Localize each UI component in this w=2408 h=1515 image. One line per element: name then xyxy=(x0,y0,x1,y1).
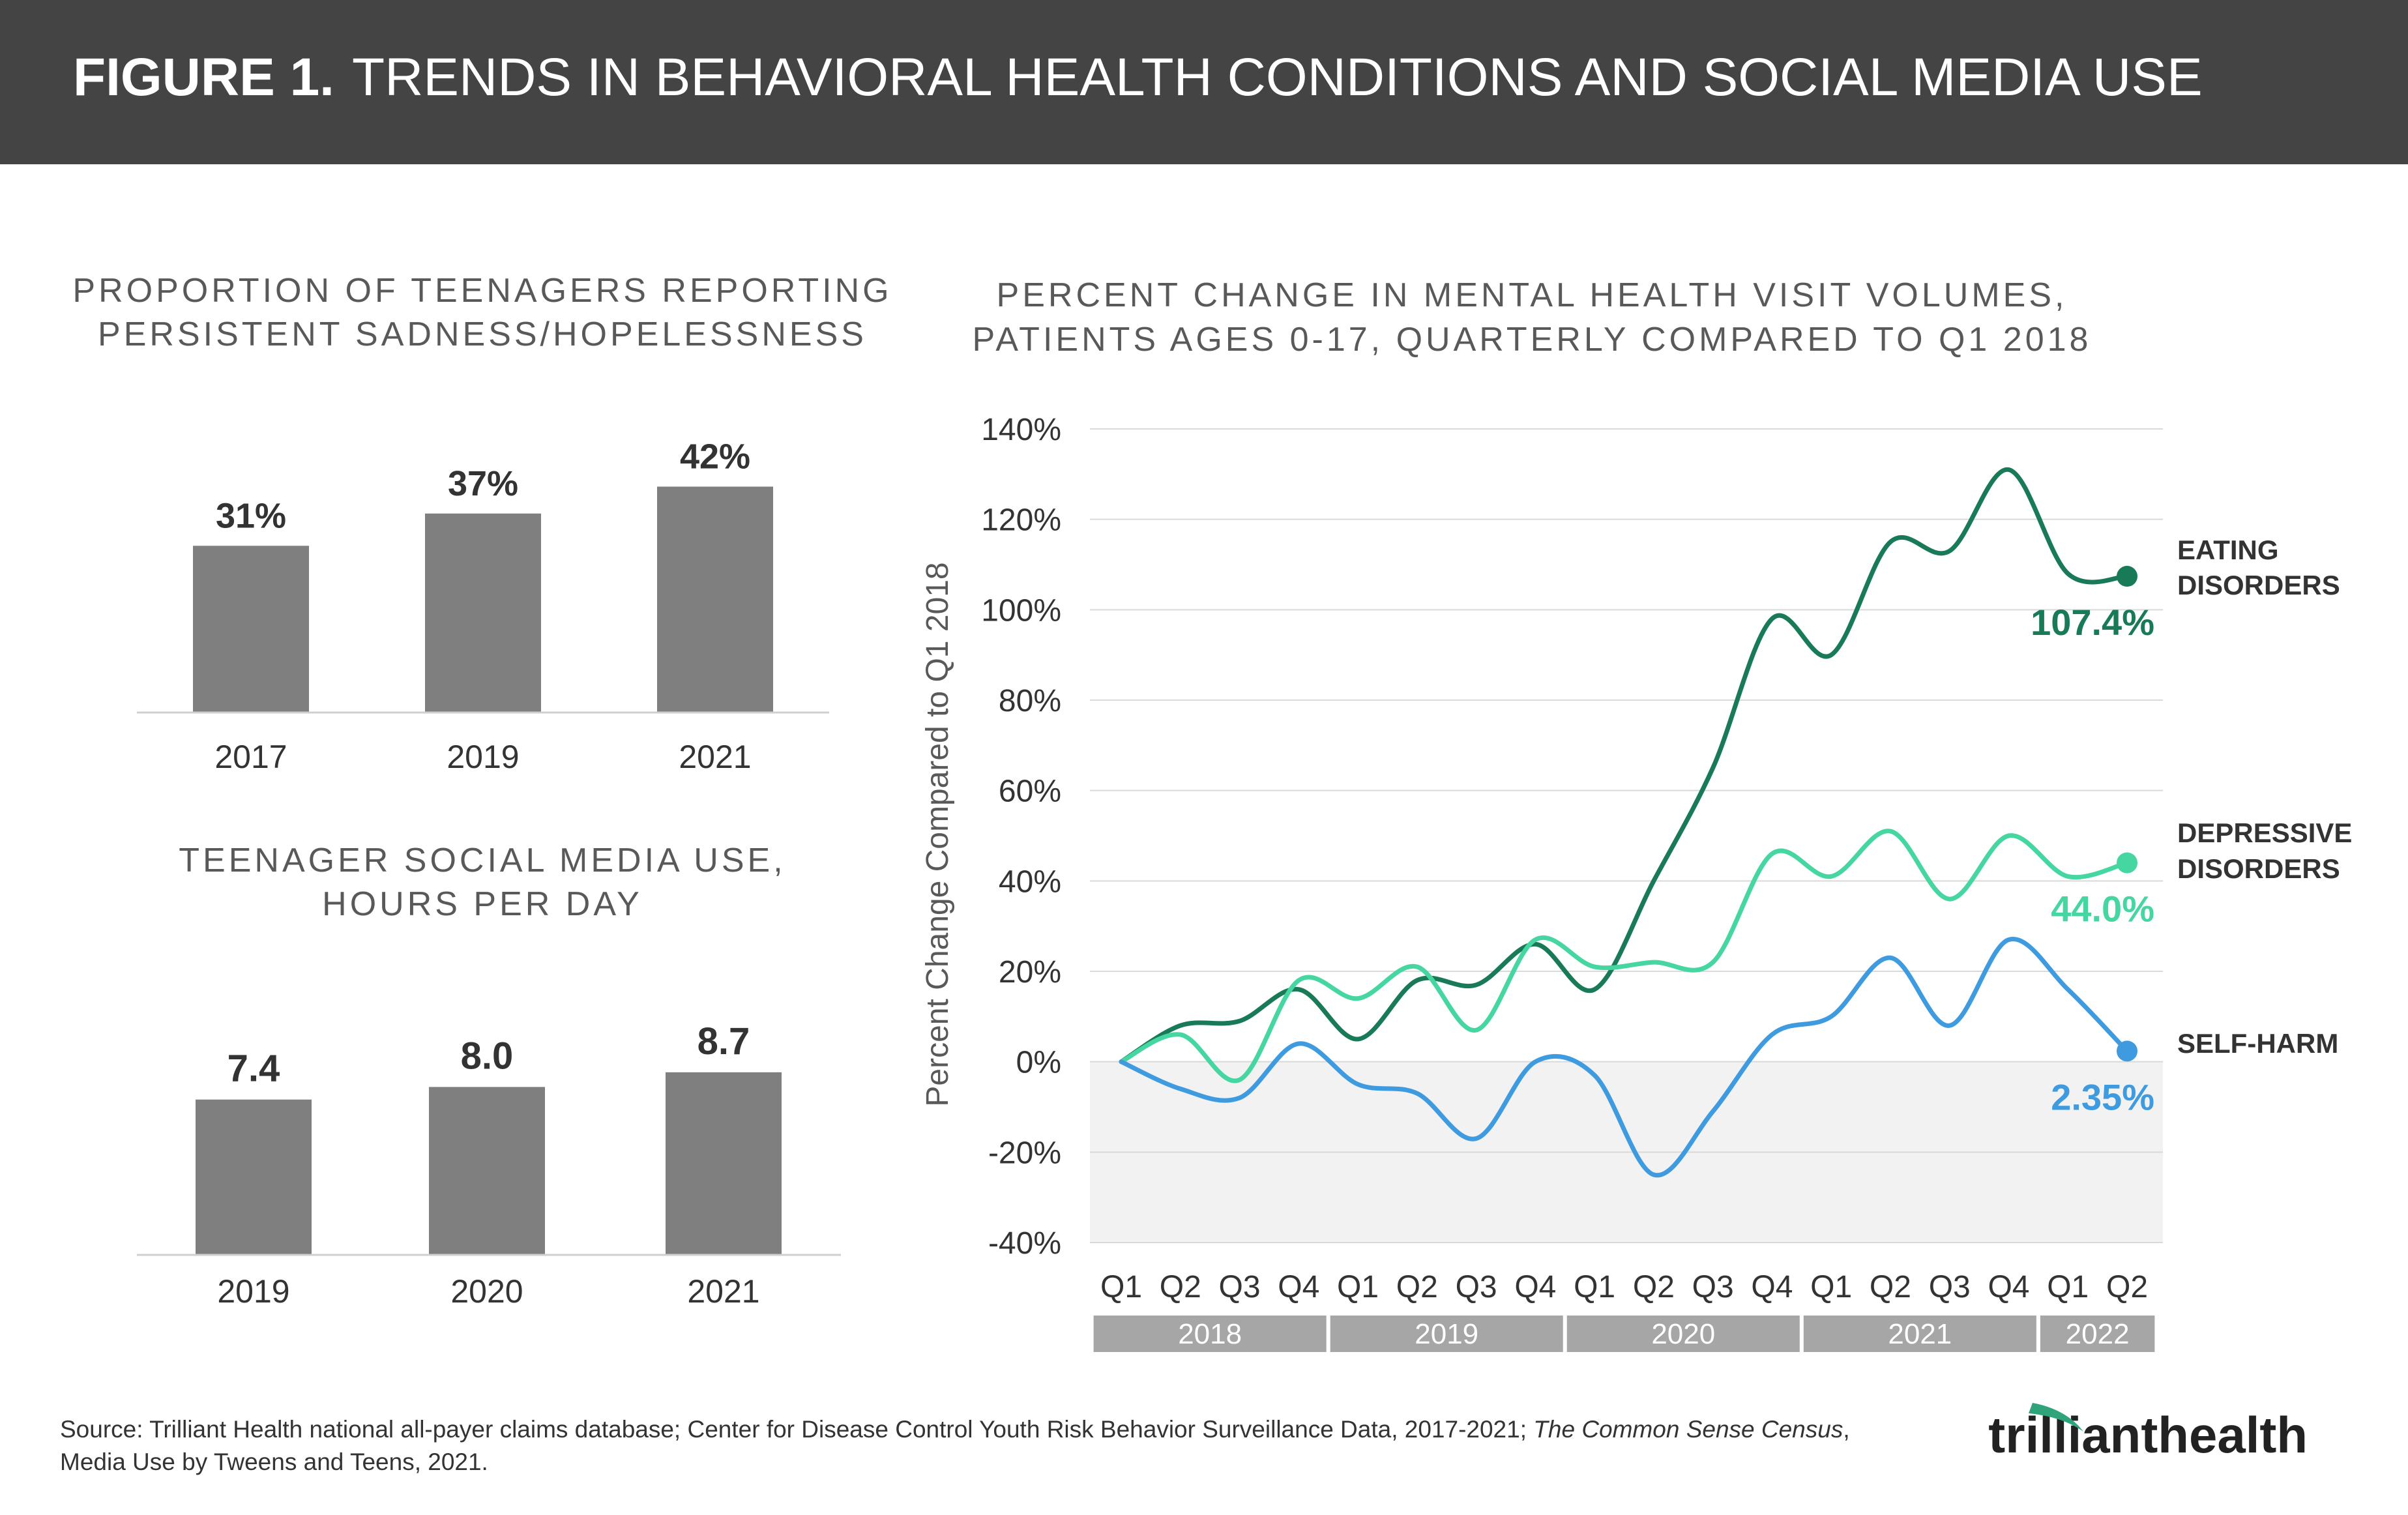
year-band-2019 xyxy=(1330,1316,1563,1352)
y-tick-label: -20% xyxy=(988,1136,1061,1170)
sadness-bar-2017 xyxy=(193,546,309,713)
depressive-series-line xyxy=(1119,829,2130,1083)
social-media-value-label: 7.4 xyxy=(228,1048,280,1090)
line-chart-title-line2: PATIENTS AGES 0-17, QUARTERLY COMPARED T… xyxy=(973,321,2092,359)
x-tick-label: Q3 xyxy=(1929,1270,1971,1304)
y-tick-label: 120% xyxy=(981,503,1061,538)
source-note-line1: Source: Trilliant Health national all-pa… xyxy=(60,1416,1850,1443)
x-tick-label: Q1 xyxy=(1810,1270,1852,1304)
x-tick-label: Q1 xyxy=(2047,1270,2089,1304)
year-label: 2018 xyxy=(1178,1318,1242,1350)
year-band-2021 xyxy=(1803,1316,2036,1352)
y-tick-label: 60% xyxy=(999,774,1061,809)
logo-swoosh-icon xyxy=(2029,1403,2083,1432)
x-tick-label: Q3 xyxy=(1219,1270,1261,1304)
eating-series-name: DISORDERS xyxy=(2177,570,2340,600)
social-media-bar-2019 xyxy=(196,1099,312,1255)
y-tick-label: 0% xyxy=(1016,1046,1061,1080)
x-tick-label: Q3 xyxy=(1456,1270,1497,1304)
social-media-bar-2021 xyxy=(666,1072,782,1255)
svg-text:trillianthealth: trillianthealth xyxy=(1988,1406,2308,1464)
y-tick-label: -40% xyxy=(988,1226,1061,1261)
sadness-chart-title-line2: PERSISTENT SADNESS/HOPELESSNESS xyxy=(98,316,867,353)
x-tick-label: Q2 xyxy=(1633,1270,1675,1304)
self-harm-end-marker xyxy=(2117,1040,2137,1062)
eating-series-name: EATING xyxy=(2177,535,2279,565)
line-chart-title-line1: PERCENT CHANGE IN MENTAL HEALTH VISIT VO… xyxy=(997,276,2068,314)
x-tick-label: Q4 xyxy=(1751,1270,1793,1304)
self-harm-series-line xyxy=(1119,937,2130,1178)
social-media-chart-title-line1: TEENAGER SOCIAL MEDIA USE, xyxy=(179,842,786,879)
sadness-category-label: 2021 xyxy=(679,739,751,775)
y-tick-label: 80% xyxy=(999,684,1061,718)
y-axis-label: Percent Change Compared to Q1 2018 xyxy=(920,562,955,1106)
header-bar xyxy=(0,0,2408,164)
x-tick-label: Q1 xyxy=(1337,1270,1379,1304)
year-label: 2020 xyxy=(1651,1318,1715,1350)
year-label: 2022 xyxy=(2066,1318,2130,1350)
y-tick-label: 140% xyxy=(981,413,1061,447)
y-tick-label: 20% xyxy=(999,955,1061,990)
figure-label: FIGURE 1. xyxy=(73,48,334,107)
year-label: 2019 xyxy=(1415,1318,1478,1350)
depressive-end-marker xyxy=(2117,852,2137,874)
sadness-bar-chart: PROPORTION OF TEENAGERS REPORTING PERSIS… xyxy=(72,272,892,775)
figure-title: TRENDS IN BEHAVIORAL HEALTH CONDITIONS A… xyxy=(352,48,2203,107)
source-note-line2: Media Use by Tweens and Teens, 2021. xyxy=(60,1449,488,1475)
self-harm-series-name: SELF-HARM xyxy=(2177,1028,2338,1059)
depressive-end-value-label: 44.0% xyxy=(2051,889,2154,930)
x-tick-label: Q4 xyxy=(1278,1270,1319,1304)
social-media-chart-title-line2: HOURS PER DAY xyxy=(322,885,643,923)
sadness-category-label: 2017 xyxy=(214,739,287,775)
y-tick-label: 100% xyxy=(981,593,1061,628)
x-tick-label: Q2 xyxy=(1396,1270,1438,1304)
social-media-value-label: 8.0 xyxy=(461,1035,514,1077)
visit-volume-line-chart: PERCENT CHANGE IN MENTAL HEALTH VISIT VO… xyxy=(920,276,2352,1352)
sadness-chart-title-line1: PROPORTION OF TEENAGERS REPORTING xyxy=(72,272,892,310)
x-tick-label: Q4 xyxy=(1514,1270,1556,1304)
eating-end-marker xyxy=(2117,566,2137,587)
sadness-bar-2019 xyxy=(425,513,541,713)
social-media-bar-chart: TEENAGER SOCIAL MEDIA USE, HOURS PER DAY… xyxy=(137,842,841,1310)
social-media-category-label: 2020 xyxy=(450,1273,523,1310)
sadness-value-label: 37% xyxy=(448,464,518,503)
social-media-bar-2020 xyxy=(429,1087,545,1255)
sadness-category-label: 2019 xyxy=(447,739,519,775)
x-tick-label: Q4 xyxy=(1988,1270,2029,1304)
y-tick-label: 40% xyxy=(999,864,1061,899)
sadness-value-label: 42% xyxy=(680,437,750,477)
year-label: 2021 xyxy=(1888,1318,1952,1350)
trilliant-health-logo: trillianthealth xyxy=(1988,1403,2308,1464)
year-band-2018 xyxy=(1093,1316,1327,1352)
x-tick-label: Q1 xyxy=(1574,1270,1615,1304)
eating-series-line xyxy=(1119,467,2130,1065)
social-media-category-label: 2021 xyxy=(687,1273,759,1310)
social-media-value-label: 8.7 xyxy=(697,1020,750,1063)
self-harm-end-value-label: 2.35% xyxy=(2051,1076,2154,1117)
sadness-value-label: 31% xyxy=(216,496,286,535)
eating-end-value-label: 107.4% xyxy=(2031,602,2154,643)
year-band-2022 xyxy=(2040,1316,2155,1352)
depressive-series-name: DEPRESSIVE xyxy=(2177,817,2352,848)
x-tick-label: Q2 xyxy=(1160,1270,1201,1304)
depressive-series-name: DISORDERS xyxy=(2177,853,2340,884)
year-band-2020 xyxy=(1566,1316,1800,1352)
x-tick-label: Q2 xyxy=(1870,1270,1911,1304)
x-tick-label: Q1 xyxy=(1100,1270,1142,1304)
x-tick-label: Q2 xyxy=(2106,1270,2148,1304)
x-tick-label: Q3 xyxy=(1692,1270,1734,1304)
sadness-bar-2021 xyxy=(657,486,773,713)
social-media-category-label: 2019 xyxy=(217,1273,289,1310)
